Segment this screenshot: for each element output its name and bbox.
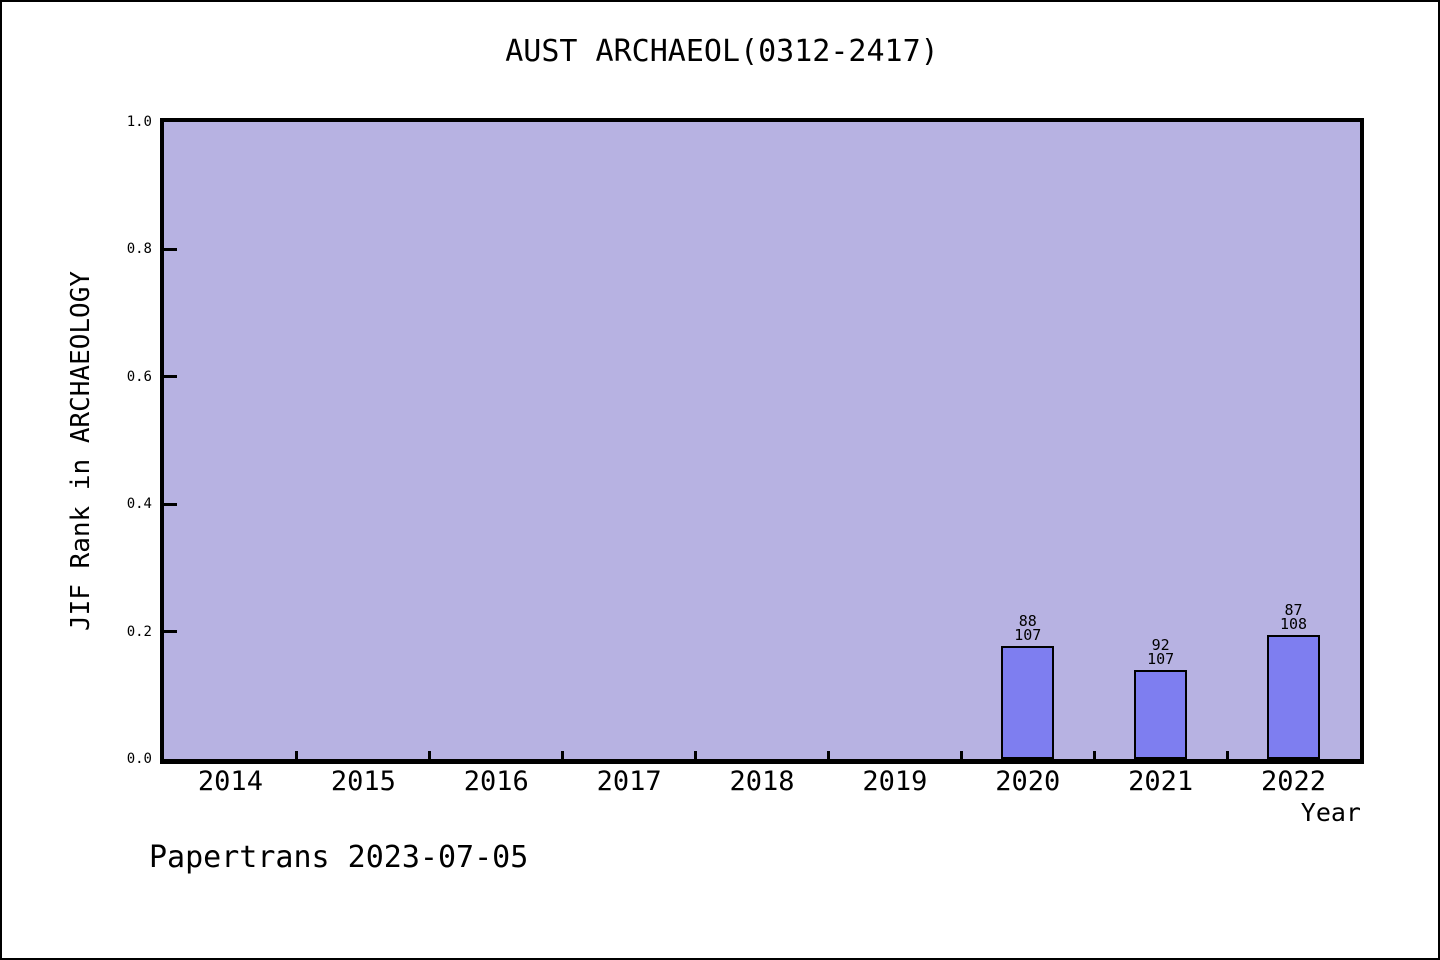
watermark-text: Papertrans 2023-07-05 [149, 840, 529, 875]
bar-value-label-2020: 88 107 [975, 612, 1081, 644]
x-axis-tick-mark [561, 751, 565, 759]
y-tick-label: 1.0 [126, 114, 152, 130]
bar-rank-value: 88 [1018, 612, 1037, 630]
x-tick-label: 2014 [197, 766, 263, 797]
x-tick-label: 2021 [1128, 766, 1194, 797]
plot-area: 88 107 92 107 87 108 [160, 118, 1364, 764]
x-tick-label: 2016 [463, 766, 529, 797]
x-axis-tick-mark [1092, 751, 1096, 759]
x-tick-label: 2017 [596, 766, 662, 797]
x-axis-tick-mark [959, 751, 963, 759]
bar-2021 [1134, 670, 1188, 759]
y-tick-label: 0.8 [126, 241, 152, 258]
y-axis-title: JIF Rank in ARCHAEOLOGY [66, 270, 96, 632]
x-axis-tick-mark [1225, 751, 1229, 759]
y-tick-label: 0.2 [126, 623, 152, 640]
x-tick-label: 2020 [995, 766, 1061, 797]
y-tick-label: 0.4 [126, 496, 152, 513]
x-axis-tick-mark [694, 751, 698, 759]
x-axis-tick-mark [826, 751, 830, 759]
bar-rank-value: 87 [1284, 601, 1303, 619]
bar-value-label-2021: 92 107 [1108, 636, 1214, 668]
bar-total-value: 107 [1014, 626, 1042, 644]
chart-title: AUST ARCHAEOL(0312-2417) [505, 34, 939, 69]
x-tick-label: 2022 [1261, 766, 1327, 797]
bar-value-label-2022: 87 108 [1241, 601, 1347, 633]
bar-rank-value: 92 [1151, 636, 1170, 654]
x-axis-tick-mark [295, 751, 299, 759]
bar-2022 [1267, 635, 1321, 759]
y-axis-tick-mark [164, 502, 177, 506]
bar-total-value: 107 [1147, 650, 1175, 668]
y-axis-tick-mark [164, 630, 177, 634]
x-tick-label: 2019 [862, 766, 928, 797]
x-axis-tick-mark [428, 751, 432, 759]
y-tick-label: 0.0 [126, 751, 152, 767]
x-tick-label: 2018 [729, 766, 795, 797]
bar-total-value: 108 [1280, 615, 1308, 633]
x-tick-label: 2015 [330, 766, 396, 797]
y-axis-tick-mark [164, 247, 177, 251]
bar-2020 [1001, 646, 1055, 759]
y-tick-label: 0.6 [126, 368, 152, 385]
y-axis-tick-mark [164, 375, 177, 379]
x-axis-title: Year [1300, 798, 1361, 827]
